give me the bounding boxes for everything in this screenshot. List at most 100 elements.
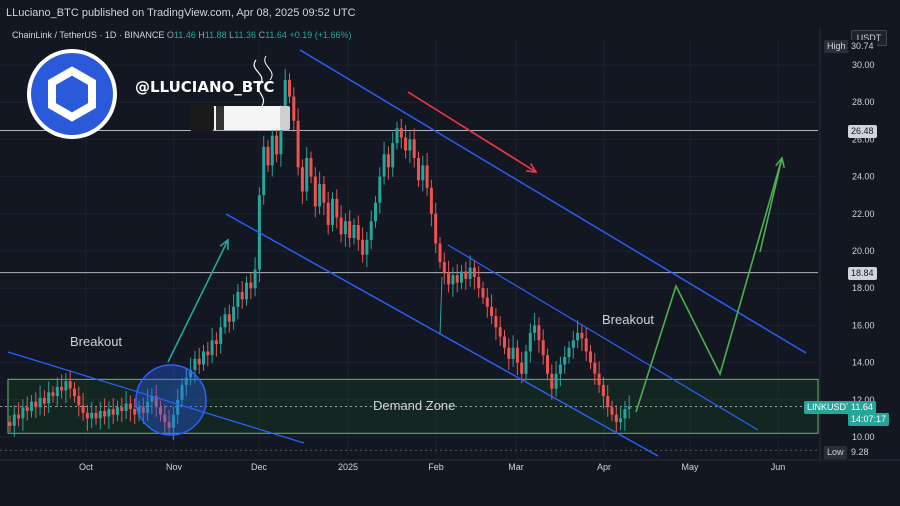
candle-body	[597, 373, 601, 385]
candle-body	[171, 414, 175, 428]
candle-body	[51, 392, 55, 397]
low-value-badge: 9.28	[848, 446, 872, 459]
candle-body	[580, 332, 584, 339]
candle-body	[533, 325, 537, 333]
candle-body	[477, 277, 481, 289]
price-tick-label: 28.00	[852, 97, 875, 107]
candle-body	[116, 407, 119, 415]
candle-body	[429, 187, 433, 214]
open-key: O	[166, 30, 174, 40]
candle-body	[64, 381, 68, 391]
candle-body	[322, 184, 326, 203]
uptrend-arrow	[167, 239, 229, 363]
demand-zone-label: Demand Zone	[373, 398, 456, 413]
candle-body	[391, 143, 395, 168]
cigar-icon	[190, 55, 290, 132]
author-handle: @LLUCIANO_BTC	[135, 78, 275, 96]
high-key: H	[198, 30, 205, 40]
breakout-circle	[135, 364, 207, 436]
price-tick-label: 12.00	[852, 395, 875, 405]
candle-body	[619, 418, 623, 423]
candle-body	[232, 306, 236, 322]
chart-pane[interactable]: 30.00 28.00 26.00 24.00 22.00 20.00 18.00 16.00…	[0, 28, 900, 506]
candle-body	[60, 386, 64, 391]
candle-body	[610, 407, 614, 415]
symbol-name: ChainLink / TetherUS · 1D · BINANCE	[12, 30, 165, 40]
candle-body	[356, 224, 360, 240]
candle-body	[550, 373, 554, 389]
candle-body	[378, 176, 382, 203]
candle-body	[25, 407, 29, 411]
candle-body	[520, 362, 524, 374]
open-value: 11.46	[173, 30, 196, 40]
candle-body	[546, 355, 549, 374]
candle-body	[68, 381, 72, 389]
candle-body	[524, 351, 528, 374]
candle-body	[425, 165, 429, 188]
channel-upper-line	[299, 49, 807, 354]
candle-body	[137, 407, 141, 415]
candle-body	[197, 358, 201, 365]
candle-body	[180, 384, 184, 400]
candle-body	[111, 409, 115, 415]
candle-body	[593, 362, 597, 374]
candle-body	[417, 158, 420, 181]
time-tick-label: May	[681, 462, 699, 472]
candle-body	[159, 407, 162, 415]
candle-body	[305, 158, 309, 192]
candle-body	[563, 357, 567, 365]
candle-body	[73, 388, 76, 397]
candle-body	[128, 403, 132, 410]
candle-body	[395, 128, 399, 144]
chainlink-logo	[27, 49, 117, 139]
candle-body	[98, 410, 102, 419]
candle-body	[331, 198, 334, 225]
candle-body	[47, 392, 51, 404]
candle-body	[352, 224, 356, 238]
candle-body	[438, 243, 442, 263]
candle-wick-long	[439, 277, 443, 335]
time-tick-label: Dec	[251, 462, 268, 472]
candle-body	[163, 414, 167, 423]
candle-body	[451, 275, 455, 285]
projection-path	[635, 157, 783, 413]
candle-body	[472, 267, 476, 278]
candle-body	[55, 386, 59, 397]
ticker-badge: LINKUSDT	[804, 401, 855, 414]
candle-body	[38, 397, 42, 408]
candle-body	[12, 414, 16, 426]
candle-body	[283, 79, 287, 114]
candle-body	[369, 221, 373, 240]
price-chart[interactable]: 30.00 28.00 26.00 24.00 22.00 20.00 18.00 16.00…	[0, 28, 900, 506]
candle-body	[374, 202, 377, 222]
channel-inner-line	[447, 244, 759, 431]
candle-body	[266, 146, 270, 166]
candle-body	[447, 273, 451, 285]
candle-body	[503, 336, 506, 348]
candle-body	[601, 384, 605, 397]
price-tick-label: 14.00	[852, 358, 875, 368]
price-tick-label: 10.00	[852, 432, 875, 442]
candle-body	[490, 306, 494, 317]
candle-body	[627, 406, 631, 410]
high-value-badge: 30.74	[848, 40, 877, 53]
candle-body	[434, 213, 438, 244]
candle-body	[288, 79, 291, 97]
candle-body	[313, 176, 317, 207]
candle-body	[120, 407, 124, 411]
candle-body	[30, 401, 33, 411]
low-value: 11.36	[234, 30, 257, 40]
price-tick-label: 24.00	[852, 172, 875, 182]
chainlink-logo-fill	[31, 53, 113, 135]
candle-body	[421, 165, 425, 181]
candle-body	[455, 275, 459, 283]
candle-body	[206, 351, 210, 356]
candle-body	[571, 340, 575, 348]
candle-body	[326, 202, 330, 225]
candle-body	[464, 271, 468, 279]
candle-body	[292, 96, 296, 121]
candle-body	[365, 239, 369, 255]
candle-body	[558, 364, 562, 374]
candle-body	[94, 412, 98, 419]
last-price-badge: 11.64	[848, 401, 876, 414]
